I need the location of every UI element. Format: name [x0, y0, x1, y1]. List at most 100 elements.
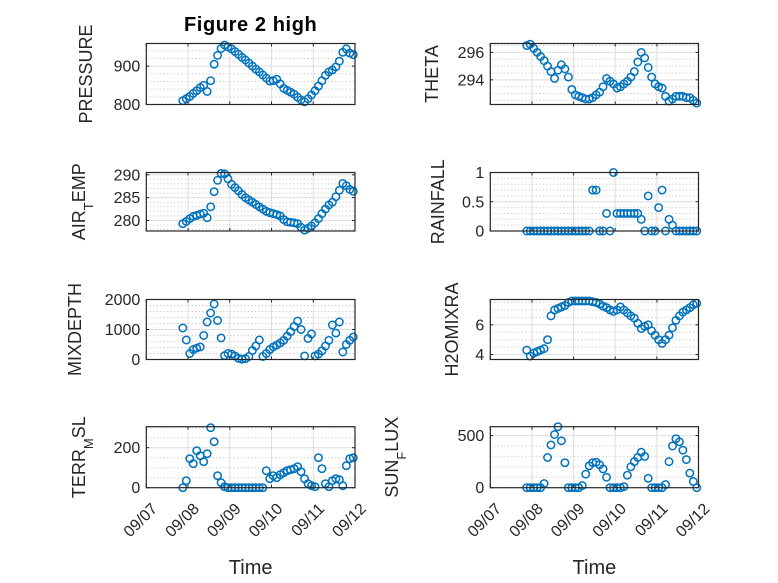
- data-point: [202, 213, 212, 223]
- data-point: [643, 63, 653, 72]
- data-point: [647, 72, 657, 82]
- y-axis-label: TERRMSL: [69, 416, 96, 498]
- data-point: [602, 209, 612, 218]
- data-point: [348, 186, 358, 196]
- data-point: [581, 469, 591, 479]
- subplot-mixdepth: 0 1000 2000 MIXDEPTH: [65, 283, 358, 376]
- data-point: [216, 333, 226, 343]
- y-axis-label-text: LUX: [382, 417, 402, 452]
- data-point: [556, 436, 566, 446]
- chart-title: Figure 2 high: [184, 14, 317, 36]
- y-axis-label-text: SL: [69, 416, 89, 438]
- data-point: [685, 468, 695, 478]
- data-point: [202, 449, 212, 459]
- data-point: [213, 175, 223, 185]
- y-tick-label: 200: [114, 440, 141, 457]
- data-point: [543, 453, 553, 462]
- data-point: [199, 457, 209, 467]
- data-point: [199, 331, 209, 340]
- y-axis-label: MIXDEPTH: [65, 283, 85, 376]
- data-point: [181, 335, 191, 345]
- subplot-rainfall: 0 0.5 1 RAINFALL: [428, 159, 702, 244]
- y-axis-label: PRESSURE: [76, 24, 96, 123]
- y-tick-label: 500: [458, 428, 485, 445]
- data-point: [178, 323, 188, 333]
- x-axis-label: Time: [229, 557, 273, 579]
- y-axis-label-text: MIXDEPTH: [65, 283, 85, 376]
- data-point: [206, 423, 216, 433]
- y-tick-label: 6: [475, 317, 484, 334]
- data-point: [668, 323, 677, 333]
- data-point: [338, 347, 348, 357]
- grid: [146, 426, 355, 488]
- y-axis-label-text: H2OMIXRA: [442, 282, 462, 376]
- y-tick-label: 0: [475, 224, 484, 241]
- y-axis-label: H2OMIXRA: [442, 282, 462, 376]
- data-point: [619, 482, 629, 492]
- data-point: [307, 329, 316, 339]
- data-point: [213, 316, 223, 325]
- data-point: [678, 445, 688, 455]
- grid: [146, 43, 355, 105]
- axes-box: [145, 426, 356, 489]
- data-point: [202, 87, 212, 96]
- axes-box: [489, 42, 700, 106]
- y-axis-label-text: TERR: [69, 449, 89, 498]
- data-point: [314, 453, 323, 463]
- subplot-h2omixra: 4 6 H2OMIXRA: [442, 282, 702, 377]
- data-point: [643, 473, 653, 483]
- y-tick-label: 1000: [105, 322, 141, 339]
- data-point: [195, 342, 205, 352]
- data-point: [588, 185, 598, 195]
- data-point: [640, 451, 650, 461]
- x-axis-label: Time: [573, 557, 617, 579]
- y-tick-label: 296: [458, 45, 485, 62]
- data-point: [598, 82, 608, 92]
- y-tick-label: 4: [475, 347, 484, 364]
- y-tick-label: 900: [114, 59, 141, 76]
- data-point: [209, 299, 219, 309]
- data-point: [591, 185, 601, 195]
- y-tick-label: 800: [114, 97, 141, 114]
- y-axis-label-text: AIR: [69, 210, 89, 240]
- data-point: [550, 430, 559, 439]
- y-axis-label-subscript: F: [394, 452, 409, 460]
- data-point: [577, 481, 587, 491]
- data-point: [261, 466, 271, 476]
- grid: [490, 43, 699, 105]
- y-axis-label-text: PRESSURE: [76, 24, 96, 123]
- data-point: [324, 335, 334, 345]
- data-point: [213, 50, 223, 60]
- subplot-pressure: 800 900 PRESSURE Figure 2 high: [76, 14, 358, 124]
- data-point: [206, 202, 216, 212]
- data-point: [563, 72, 573, 82]
- data-point: [657, 185, 667, 195]
- data-point: [213, 471, 223, 481]
- subplot-theta: 294 296 THETA: [422, 39, 702, 108]
- data-point: [674, 437, 684, 447]
- data-point: [681, 455, 691, 464]
- data-point: [668, 441, 677, 451]
- data-point: [598, 464, 608, 474]
- data-point: [209, 437, 219, 447]
- data-series: [522, 296, 702, 361]
- data-point: [560, 458, 570, 468]
- y-tick-label: 0.5: [462, 194, 484, 211]
- data-point: [293, 316, 303, 326]
- data-point: [602, 472, 612, 482]
- data-point: [348, 453, 358, 463]
- data-point: [543, 335, 553, 345]
- data-series: [178, 299, 358, 364]
- data-point: [636, 214, 646, 224]
- y-tick-label: 294: [458, 72, 485, 89]
- y-axis-label-text: RAINFALL: [428, 159, 448, 244]
- data-point: [334, 185, 344, 195]
- axes-box: [489, 426, 700, 489]
- data-point: [654, 203, 664, 213]
- data-point: [310, 482, 320, 492]
- data-point: [348, 332, 358, 342]
- data-point: [317, 464, 327, 474]
- axes-box: [489, 298, 700, 361]
- y-tick-label: 0: [131, 480, 140, 497]
- data-point: [188, 459, 198, 469]
